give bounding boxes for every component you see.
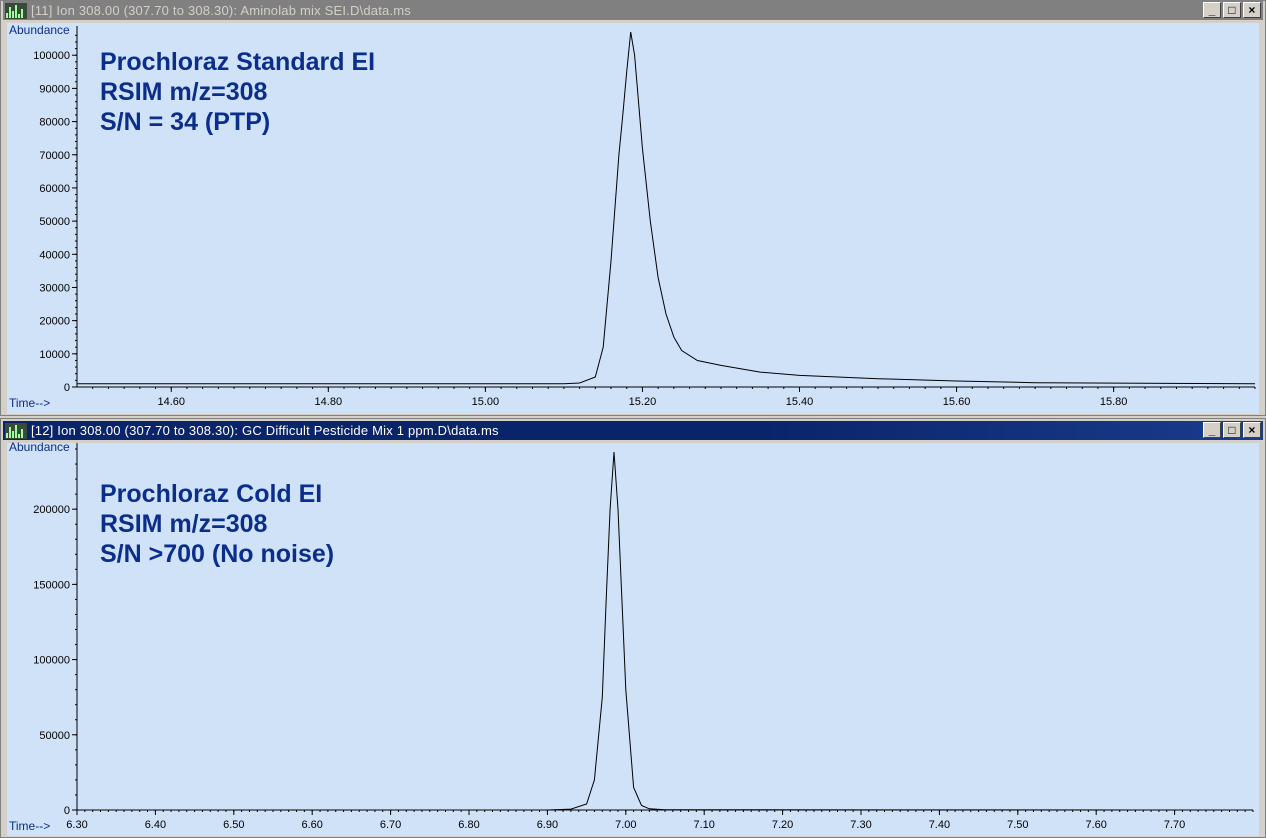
y-tick-label: 80000 — [39, 117, 70, 129]
x-axis-label: Time--> — [9, 396, 50, 410]
maximize-button[interactable]: □ — [1223, 2, 1241, 18]
annotation-line: RSIM m/z=308 — [100, 78, 268, 106]
x-tick-label: 7.50 — [1007, 819, 1028, 831]
y-tick-label: 40000 — [39, 249, 70, 261]
close-button[interactable]: × — [1243, 422, 1261, 438]
x-tick-label: 7.00 — [615, 819, 636, 831]
x-tick-label: 7.40 — [929, 819, 950, 831]
y-tick-label: 100000 — [33, 50, 70, 62]
minimize-button[interactable]: _ — [1203, 2, 1221, 18]
x-tick-label: 15.60 — [943, 396, 971, 408]
y-tick-label: 20000 — [39, 316, 70, 328]
y-tick-label: 90000 — [39, 83, 70, 95]
x-tick-label: 6.30 — [66, 819, 87, 831]
y-tick-label: 30000 — [39, 282, 70, 294]
title-bar[interactable]: [11] Ion 308.00 (307.70 to 308.30): Amin… — [3, 1, 1263, 20]
annotation-line: Prochloraz Standard EI — [100, 48, 376, 76]
chromatogram-chart: 0 10000 20000 30000 40000 50000 60000 70000 8000… — [9, 23, 1256, 410]
y-tick-label: 0 — [64, 382, 70, 394]
annotation: Prochloraz Cold EI RSIM m/z=308 S/N >700… — [100, 479, 334, 569]
y-tick-label: 100000 — [33, 655, 70, 667]
x-tick-label: 7.20 — [772, 819, 793, 831]
window-title: [11] Ion 308.00 (307.70 to 308.30): Amin… — [31, 3, 411, 18]
x-tick-label: 6.70 — [380, 819, 401, 831]
y-axis-label: Abundance — [9, 440, 70, 454]
y-axis-label: Abundance — [9, 23, 70, 37]
annotation-line: RSIM m/z=308 — [100, 510, 268, 538]
annotation-line: Prochloraz Cold EI — [100, 480, 323, 508]
x-tick-label: 14.60 — [157, 396, 185, 408]
y-tick-label: 70000 — [39, 150, 70, 162]
series-line — [77, 451, 1254, 811]
chromatogram-icon — [5, 422, 27, 439]
close-button[interactable]: × — [1243, 2, 1261, 18]
y-tick-label: 0 — [64, 805, 70, 817]
x-tick-label: 15.40 — [786, 396, 814, 408]
y-tick-label: 150000 — [33, 579, 70, 591]
x-tick-label: 15.80 — [1100, 396, 1128, 408]
x-tick-label: 7.60 — [1085, 819, 1106, 831]
window-title: [12] Ion 308.00 (307.70 to 308.30): GC D… — [31, 423, 499, 438]
x-tick-label: 6.90 — [537, 819, 558, 831]
plot-area: 0 10000 20000 30000 40000 50000 60000 70000 8000… — [7, 23, 1259, 414]
series-line — [77, 31, 1256, 385]
x-tick-label: 6.80 — [458, 819, 479, 831]
title-bar[interactable]: [12] Ion 308.00 (307.70 to 308.30): GC D… — [3, 421, 1263, 440]
x-tick-label: 14.80 — [315, 396, 343, 408]
maximize-button[interactable]: □ — [1223, 422, 1241, 438]
plot-area: 0 50000 100000 150000 200000 6.30 6.40 6.50 6.60… — [7, 440, 1259, 836]
x-tick-label: 6.40 — [145, 819, 166, 831]
x-tick-label: 6.50 — [223, 819, 244, 831]
minimize-button[interactable]: _ — [1203, 422, 1221, 438]
annotation-line: S/N = 34 (PTP) — [100, 108, 271, 136]
y-tick-label: 60000 — [39, 183, 70, 195]
chromatogram-window-1: [11] Ion 308.00 (307.70 to 308.30): Amin… — [0, 0, 1266, 416]
annotation: Prochloraz Standard EI RSIM m/z=308 S/N … — [100, 47, 375, 137]
x-tick-label: 15.00 — [472, 396, 500, 408]
annotation-line: S/N >700 (No noise) — [100, 540, 335, 568]
x-tick-label: 7.30 — [850, 819, 871, 831]
x-tick-label: 7.70 — [1164, 819, 1185, 831]
y-tick-label: 10000 — [39, 349, 70, 361]
y-tick-label: 200000 — [33, 504, 70, 516]
chromatogram-icon — [5, 2, 27, 19]
x-tick-label: 6.60 — [301, 819, 322, 831]
y-tick-label: 50000 — [39, 216, 70, 228]
chromatogram-window-2: [12] Ion 308.00 (307.70 to 308.30): GC D… — [0, 418, 1266, 838]
x-tick-label: 15.20 — [629, 396, 657, 408]
chromatogram-chart: 0 50000 100000 150000 200000 6.30 6.40 6.50 6.60… — [9, 440, 1254, 833]
x-axis-label: Time--> — [9, 819, 50, 833]
x-tick-label: 7.10 — [693, 819, 714, 831]
y-tick-label: 50000 — [39, 730, 70, 742]
